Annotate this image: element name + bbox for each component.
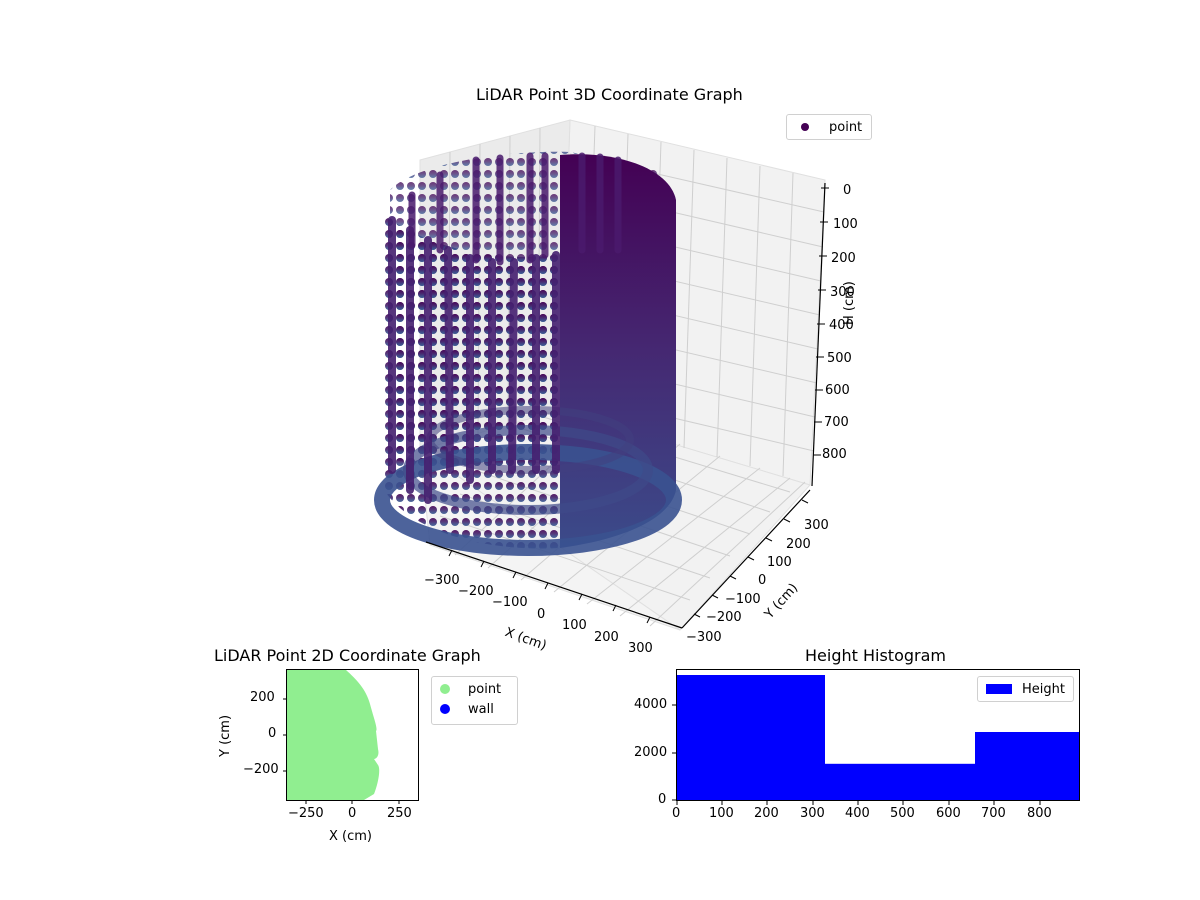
height-swatch-icon — [986, 684, 1013, 694]
legend-label: point — [468, 681, 502, 697]
y-tick: 0 — [658, 792, 667, 807]
x-tick: −100 — [492, 595, 528, 610]
y-axis-label: Y (cm) — [218, 714, 233, 757]
legend-label: point — [829, 119, 863, 135]
z-tick: 100 — [833, 217, 858, 232]
z-tick: 200 — [831, 251, 856, 266]
legend-label: wall — [468, 701, 494, 717]
x-tick: 300 — [800, 806, 825, 821]
axis-lines — [425, 182, 826, 629]
z-tick: 800 — [822, 447, 847, 462]
y-tick: 200 — [250, 690, 275, 705]
histogram-legend: Height — [977, 676, 1074, 702]
x-axis-ticks — [448, 549, 651, 624]
legend-item-height: Height — [978, 677, 1073, 701]
x-tick: 400 — [845, 806, 870, 821]
wall-marker-icon — [440, 704, 450, 714]
plot2d-legend: point wall — [431, 676, 518, 725]
point-marker-icon — [801, 123, 809, 131]
plot2d-axes — [286, 669, 419, 801]
bar-bin-2 — [825, 763, 975, 800]
z-axis-label: H (cm) — [842, 281, 857, 325]
point-marker-icon — [440, 684, 450, 694]
x-tick: 300 — [628, 641, 653, 656]
y-tick: 300 — [804, 518, 829, 533]
y-tick: −100 — [725, 592, 761, 607]
y-tick: 4000 — [634, 697, 668, 712]
y-tick: −300 — [686, 630, 722, 645]
y-tick: 0 — [758, 573, 767, 588]
x-axis-label: X (cm) — [329, 829, 372, 844]
point-region — [287, 670, 380, 800]
histogram-title: Height Histogram — [805, 646, 946, 665]
x-tick: 0 — [537, 607, 546, 622]
x-tick: 0 — [672, 806, 681, 821]
legend-item-wall: wall — [432, 699, 517, 719]
point-cloud — [374, 151, 682, 556]
x-tick: 600 — [936, 806, 961, 821]
y-axis-ticks — [693, 499, 809, 618]
bar-bin-3 — [975, 732, 1079, 800]
x-tick: 100 — [562, 618, 587, 633]
x-tick: −250 — [288, 806, 324, 821]
z-tick: 500 — [827, 351, 852, 366]
y-tick: −200 — [243, 762, 279, 777]
x-tick: −200 — [458, 584, 494, 599]
z-tick: 600 — [825, 383, 850, 398]
x-tick: 800 — [1027, 806, 1052, 821]
y-tick: 2000 — [634, 745, 668, 760]
y-tick: 100 — [767, 555, 792, 570]
x-tick: 500 — [890, 806, 915, 821]
legend-label: Height — [1022, 681, 1065, 697]
y-tick: 0 — [268, 726, 277, 741]
x-tick: −300 — [424, 573, 460, 588]
z-tick: 700 — [824, 415, 849, 430]
y-tick: −200 — [706, 610, 742, 625]
plot2d-ticks — [283, 698, 400, 804]
z-tick: 0 — [843, 183, 852, 198]
x-tick: 200 — [754, 806, 779, 821]
z-tick: 400 — [829, 318, 854, 333]
plot3d-canvas — [374, 119, 829, 631]
histogram-bars — [677, 675, 1079, 800]
plot3d-legend: point — [786, 114, 872, 140]
x-tick: 200 — [594, 630, 619, 645]
x-tick: 250 — [387, 806, 412, 821]
z-tick: 300 — [830, 285, 855, 300]
z-axis-ticks — [813, 187, 829, 456]
legend-item-point: point — [787, 115, 871, 139]
plot3d-title: LiDAR Point 3D Coordinate Graph — [476, 85, 743, 104]
x-tick: 100 — [709, 806, 734, 821]
bar-bin-1 — [677, 675, 825, 800]
plot2d-title: LiDAR Point 2D Coordinate Graph — [214, 646, 481, 665]
legend-item-point: point — [432, 679, 517, 699]
y-tick: 200 — [786, 537, 811, 552]
x-tick: 0 — [348, 806, 357, 821]
x-tick: 700 — [981, 806, 1006, 821]
